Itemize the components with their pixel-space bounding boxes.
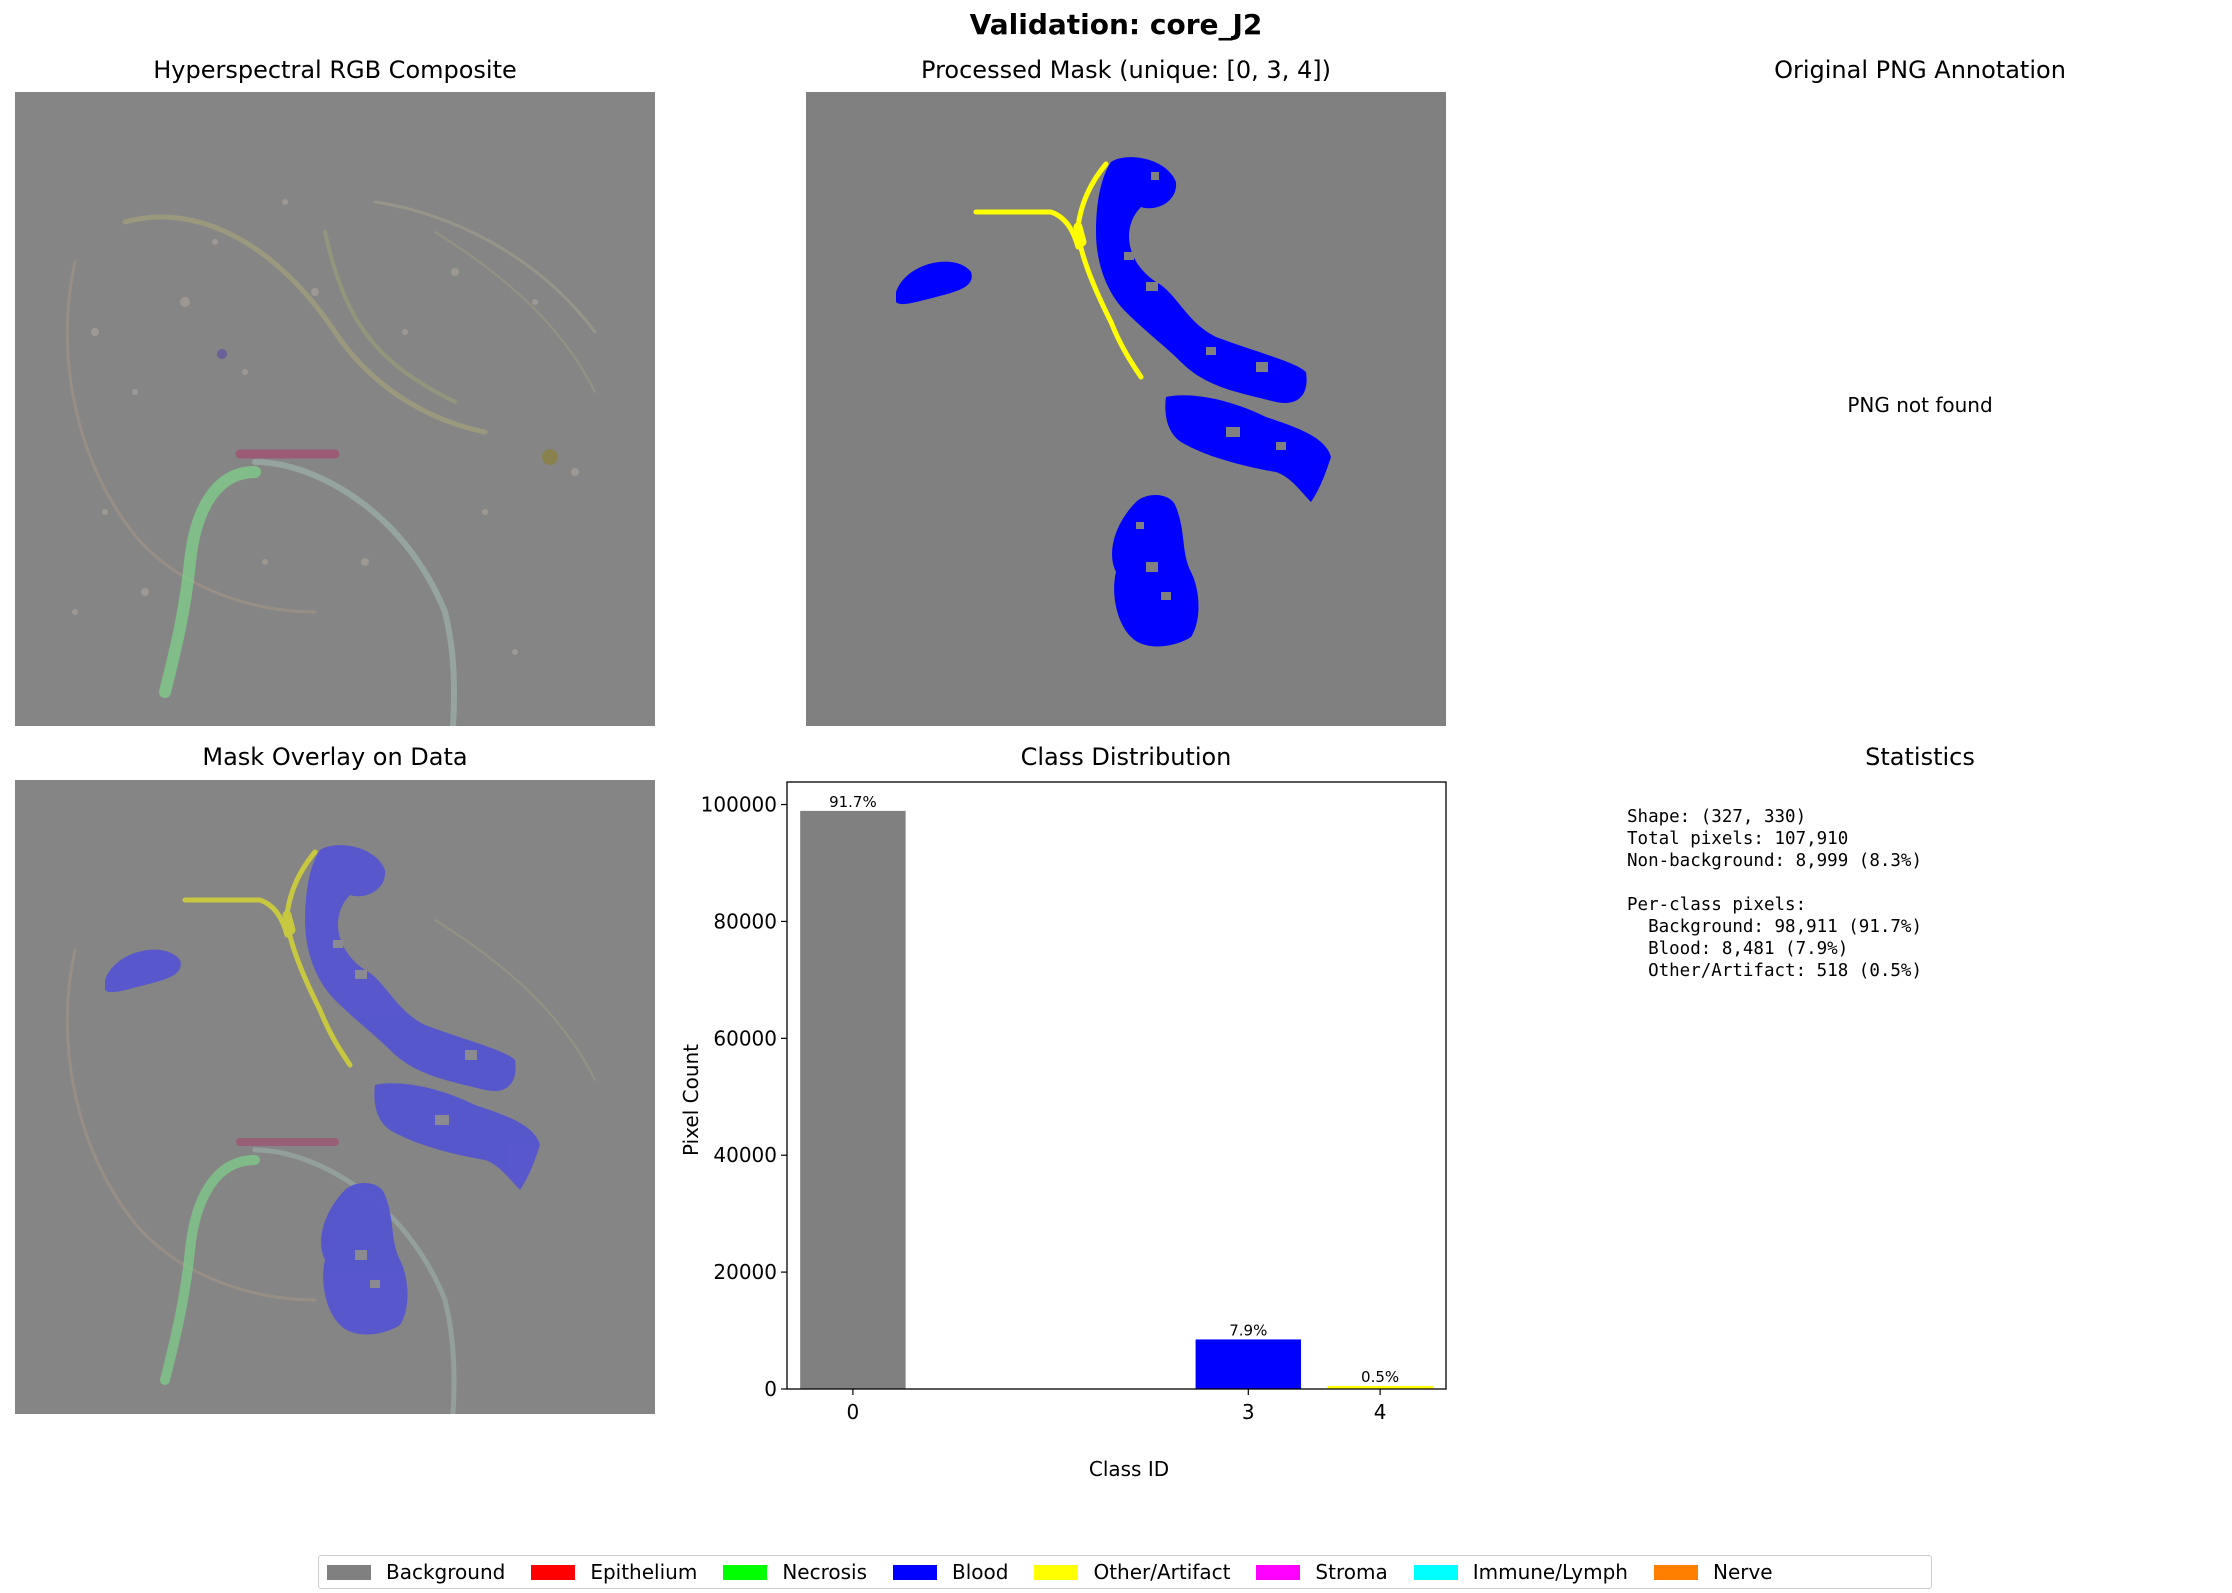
- class-distribution-chart: 91.7% 7.9% 0.5% 0 20000 40000 60000 80000 100000…: [679, 781, 1447, 1481]
- stat-non-background: Non-background: 8,999 (8.3%): [1627, 851, 1923, 871]
- stat-total-pixels: Total pixels: 107,910: [1627, 829, 1849, 849]
- plot-frame: [786, 781, 1447, 1390]
- figure-suptitle: Validation: core_J2: [969, 8, 1263, 41]
- legend-label: Epithelium: [590, 1560, 698, 1584]
- overlay-shapes: [15, 780, 655, 1414]
- bar-data-label: 91.7%: [829, 793, 877, 811]
- y-tick-label: 100000: [701, 793, 777, 817]
- x-tick-label: 4: [1374, 1400, 1387, 1424]
- legend-swatch: [893, 1564, 937, 1580]
- x-tick-label: 0: [847, 1400, 860, 1424]
- stats-panel-title: Statistics: [1865, 743, 1975, 771]
- legend-item: Blood: [893, 1560, 1008, 1584]
- bar-data-label: 0.5%: [1361, 1368, 1399, 1386]
- legend-swatch: [1034, 1564, 1079, 1580]
- legend-swatch: [1413, 1564, 1458, 1580]
- y-tick-label: 40000: [713, 1143, 777, 1167]
- legend-label: Blood: [952, 1560, 1009, 1584]
- legend-swatch: [531, 1564, 576, 1580]
- rgb-composite-texture: [15, 92, 655, 726]
- legend-item: Stroma: [1256, 1560, 1388, 1584]
- legend-item: Necrosis: [723, 1560, 867, 1584]
- y-tick-label: 20000: [713, 1260, 777, 1284]
- legend-label: Other/Artifact: [1093, 1560, 1231, 1584]
- legend-swatch: [723, 1564, 768, 1580]
- y-axis-label: Pixel Count: [679, 1044, 703, 1156]
- legend-item: Immune/Lymph: [1413, 1560, 1628, 1584]
- legend-swatch: [327, 1564, 371, 1580]
- bar: [800, 810, 906, 1389]
- legend-item: Background: [327, 1560, 505, 1584]
- stat-background: Background: 98,911 (91.7%): [1627, 917, 1923, 937]
- legend-item: Other/Artifact: [1034, 1560, 1230, 1584]
- bar: [1195, 1339, 1302, 1389]
- stat-other-artifact: Other/Artifact: 518 (0.5%): [1627, 961, 1923, 981]
- rgb-panel-title: Hyperspectral RGB Composite: [153, 56, 517, 84]
- mask-shapes: [806, 92, 1446, 726]
- legend-item: Epithelium: [531, 1560, 697, 1584]
- legend-label: Necrosis: [782, 1560, 867, 1584]
- stat-blood: Blood: 8,481 (7.9%): [1627, 939, 1849, 959]
- y-tick-label: 60000: [713, 1026, 777, 1050]
- rgb-composite-image: [15, 92, 655, 726]
- png-not-found-message: PNG not found: [1847, 393, 1993, 417]
- stat-per-class-header: Per-class pixels:: [1627, 895, 1807, 915]
- chart-layer: 91.7% 7.9% 0.5% 0 20000 40000 60000 80000 100000…: [701, 781, 1447, 1424]
- legend-label: Immune/Lymph: [1472, 1560, 1628, 1584]
- stat-shape: Shape: (327, 330): [1627, 807, 1807, 827]
- mask-panel-title: Processed Mask (unique: [0, 3, 4]): [921, 56, 1331, 84]
- legend-swatch: [1653, 1564, 1698, 1580]
- class-legend: Background Epithelium Necrosis Blood Other/A…: [318, 1555, 1932, 1589]
- processed-mask-image: [806, 92, 1446, 726]
- y-tick-label: 0: [764, 1377, 777, 1401]
- legend-item: Nerve: [1653, 1560, 1773, 1584]
- png-panel-title: Original PNG Annotation: [1774, 56, 2066, 84]
- y-tick-label: 80000: [713, 909, 777, 933]
- bar-data-label: 7.9%: [1229, 1321, 1267, 1339]
- overlay-panel-title: Mask Overlay on Data: [202, 743, 468, 771]
- legend-label: Stroma: [1315, 1560, 1388, 1584]
- legend-label: Nerve: [1712, 1560, 1773, 1584]
- bar: [1327, 1385, 1433, 1389]
- statistics-block: Shape: (327, 330) Total pixels: 107,910 No…: [1627, 806, 1922, 982]
- dist-panel-title: Class Distribution: [1020, 743, 1232, 771]
- x-axis-label: Class ID: [1089, 1457, 1169, 1481]
- legend-swatch: [1256, 1564, 1301, 1580]
- x-tick-label: 3: [1242, 1400, 1255, 1424]
- mask-overlay-image: [15, 780, 655, 1414]
- legend-label: Background: [386, 1560, 506, 1584]
